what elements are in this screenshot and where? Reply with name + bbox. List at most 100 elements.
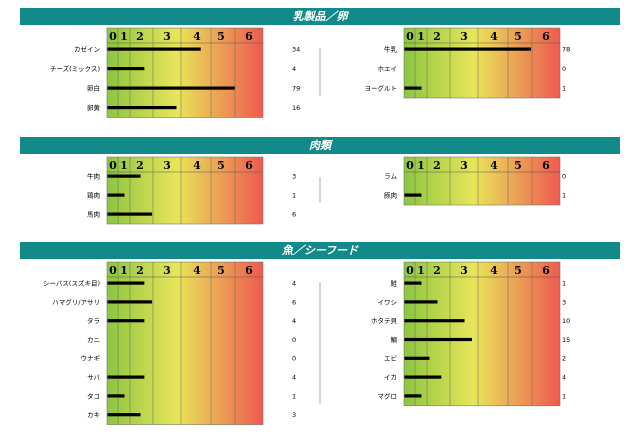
category-label: サバ [87, 374, 100, 382]
value-label: 1 [292, 392, 296, 400]
value-label: 3 [292, 173, 296, 181]
value-bar [107, 212, 153, 216]
value-bar [107, 300, 153, 304]
scale-tick-label: 5 [514, 159, 522, 172]
scale-tick-label: 0 [109, 30, 117, 43]
value-label: 3 [292, 411, 296, 419]
value-label: 10 [562, 317, 570, 325]
value-bar [107, 319, 145, 323]
category-label: 卵白 [87, 84, 100, 93]
value-bar [107, 106, 177, 110]
value-bar [107, 86, 235, 90]
scale-tick-label: 5 [514, 264, 522, 277]
value-label: 78 [562, 46, 570, 54]
category-label: ヨーグルト [365, 84, 398, 93]
value-label: 1 [562, 280, 566, 288]
value-bar [107, 413, 141, 417]
value-bar [404, 375, 442, 379]
scale-tick-label: 6 [542, 159, 550, 172]
scale-tick-label: 5 [217, 30, 225, 43]
scale-tick-label: 6 [542, 264, 550, 277]
value-label: 4 [292, 65, 296, 73]
section-header-fish-seafood: 魚／シーフード [20, 242, 620, 259]
section-title: 乳製品／卵 [292, 10, 348, 23]
value-label: 6 [292, 211, 296, 219]
value-bar [404, 337, 472, 342]
chart-frame [106, 261, 264, 425]
value-bar [404, 356, 430, 360]
value-bar [404, 319, 465, 323]
value-bar [404, 86, 422, 90]
value-label: 0 [562, 65, 566, 73]
category-label: 豚肉 [384, 191, 397, 200]
scale-tick-label: 4 [490, 30, 498, 43]
scale-tick-label: 3 [163, 264, 171, 277]
value-bar [107, 375, 145, 379]
scale-tick-label: 1 [120, 30, 128, 43]
value-label: 3 [562, 298, 566, 306]
section-header-dairy-eggs: 乳製品／卵 [20, 8, 620, 25]
value-bar [107, 174, 141, 178]
value-label: 1 [562, 85, 566, 93]
value-label: 15 [562, 336, 570, 344]
heat-scale-background [107, 28, 263, 118]
value-label: 1 [292, 192, 296, 200]
value-label: 6 [292, 298, 296, 306]
category-label: カゼイン [74, 45, 100, 54]
heat-scale-background [404, 262, 560, 406]
scale-tick-label: 1 [120, 159, 128, 172]
value-label: 2 [562, 355, 566, 363]
scale-tick-label: 5 [217, 159, 225, 172]
scale-tick-label: 2 [136, 264, 144, 277]
scale-tick-label: 6 [542, 30, 550, 43]
category-label: 牛肉 [87, 172, 100, 181]
scale-tick-label: 2 [433, 264, 441, 277]
value-bar [404, 47, 532, 51]
scale-tick-label: 3 [163, 30, 171, 43]
category-label: シーバス(スズキ目) [43, 279, 100, 288]
category-label: イカ [384, 374, 397, 382]
value-bar [107, 281, 145, 285]
chart-frame [403, 27, 561, 99]
category-label: ウナギ [81, 355, 101, 363]
scale-tick-label: 3 [460, 159, 468, 172]
value-label: 4 [562, 374, 566, 382]
category-label: マグロ [378, 391, 398, 400]
category-label: ホエイ [378, 65, 398, 73]
scale-tick-label: 0 [406, 264, 414, 277]
category-label: タラ [87, 316, 100, 325]
scale-tick-label: 6 [245, 30, 253, 43]
value-bar [404, 300, 438, 304]
scale-tick-label: 1 [120, 264, 128, 277]
section-title: 魚／シーフード [281, 244, 359, 257]
scale-tick-label: 1 [417, 30, 425, 43]
value-bar [404, 281, 422, 285]
value-label: 4 [292, 374, 296, 382]
scale-tick-label: 0 [109, 264, 117, 277]
value-label: 79 [292, 85, 300, 93]
value-bar [404, 394, 422, 398]
scale-tick-label: 4 [490, 264, 498, 277]
scale-tick-label: 3 [163, 159, 171, 172]
category-label: 牛乳 [384, 45, 398, 54]
scale-tick-label: 5 [217, 264, 225, 277]
scale-tick-label: 0 [406, 159, 414, 172]
scale-tick-label: 4 [193, 264, 201, 277]
chart-frame [403, 156, 561, 206]
category-label: 卵黄 [87, 103, 101, 112]
value-label: 1 [562, 192, 566, 200]
scale-tick-label: 6 [245, 264, 253, 277]
scale-tick-label: 3 [460, 30, 468, 43]
scale-tick-label: 2 [136, 159, 144, 172]
value-label: 4 [292, 317, 296, 325]
category-label: イワシ [378, 298, 398, 306]
chart-frame [403, 261, 561, 407]
category-label: 馬肉 [87, 210, 100, 219]
value-bar [107, 394, 125, 398]
scale-tick-label: 0 [109, 159, 117, 172]
scale-tick-label: 0 [406, 30, 414, 43]
scale-tick-label: 2 [433, 159, 441, 172]
scale-tick-label: 4 [193, 30, 201, 43]
value-label: 1 [562, 392, 566, 400]
scale-tick-label: 2 [136, 30, 144, 43]
